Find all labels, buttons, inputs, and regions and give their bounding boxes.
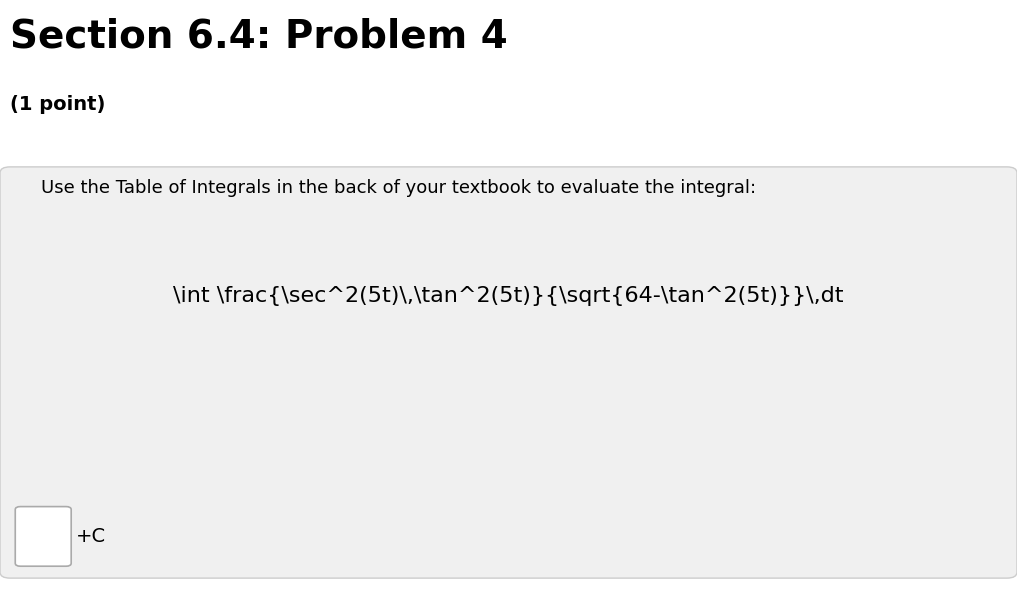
Text: Section 6.4: Problem 4: Section 6.4: Problem 4	[10, 18, 507, 56]
FancyBboxPatch shape	[15, 507, 71, 566]
Text: (1 point): (1 point)	[10, 95, 106, 114]
FancyBboxPatch shape	[0, 167, 1017, 578]
Text: +C: +C	[76, 527, 107, 546]
Text: Use the Table of Integrals in the back of your textbook to evaluate the integral: Use the Table of Integrals in the back o…	[41, 179, 756, 197]
Text: \int \frac{\sec^2(5t)\,\tan^2(5t)}{\sqrt{64-\tan^2(5t)}}\,dt: \int \frac{\sec^2(5t)\,\tan^2(5t)}{\sqrt…	[173, 286, 844, 306]
